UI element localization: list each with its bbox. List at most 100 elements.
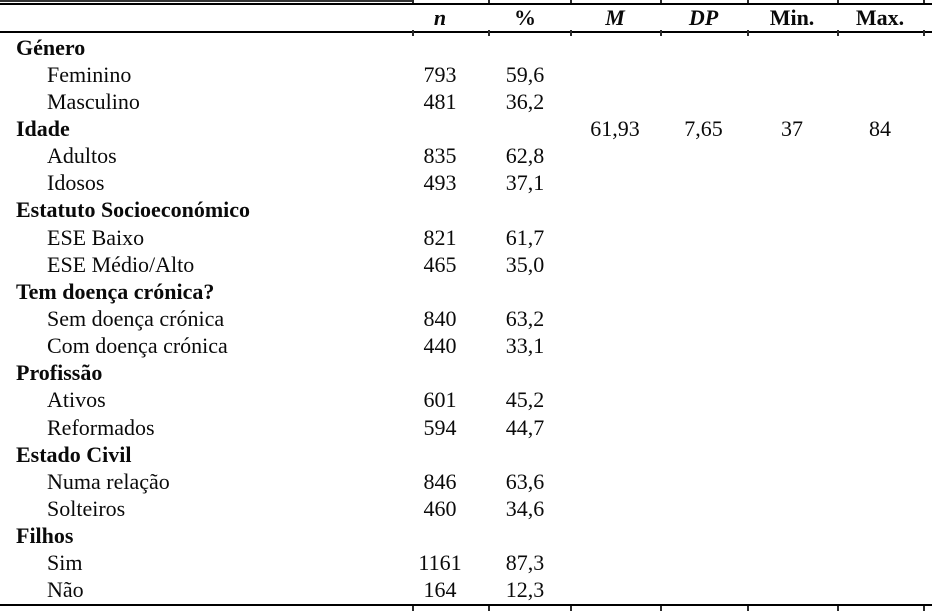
cell-dp: 7,65	[684, 115, 723, 141]
cell-n: 460	[423, 495, 457, 521]
cell-n: 793	[423, 61, 457, 87]
column-boundary-tick	[570, 30, 572, 36]
row-label: Estatuto Socioeconómico	[16, 197, 251, 223]
column-boundary-tick	[923, 0, 925, 3]
cell-n: 440	[423, 333, 457, 359]
cell-max: 84	[869, 115, 891, 141]
cell-min: 37	[781, 115, 803, 141]
row-label: Solteiros	[47, 495, 126, 521]
category-row: Profissão	[0, 360, 932, 387]
column-boundary-tick	[747, 606, 749, 611]
cell-pct: 62,8	[505, 143, 545, 169]
cell-pct: 63,6	[505, 468, 545, 494]
cell-n: 846	[423, 468, 457, 494]
cell-pct: 59,6	[505, 61, 545, 87]
subcategory-row: Solteiros 460 34,6	[0, 495, 932, 522]
column-boundary-tick	[923, 606, 925, 611]
row-label: Não	[47, 577, 84, 603]
category-row: Tem doença crónica?	[0, 278, 932, 305]
cell-n: 821	[423, 224, 457, 250]
cell-n: 1161	[418, 550, 462, 576]
subcategory-row: ESE Médio/Alto 465 35,0	[0, 251, 932, 278]
cell-n: 601	[423, 387, 457, 413]
column-boundary-tick	[837, 606, 839, 611]
category-row: Filhos	[0, 523, 932, 550]
subcategory-row: Reformados 594 44,7	[0, 414, 932, 441]
table-bottom-rule	[0, 604, 932, 606]
cell-pct: 44,7	[505, 414, 545, 440]
column-boundary-tick	[660, 30, 662, 36]
table-body: Género Feminino 793 59,6 Masculino 481 36,2 Ida…	[0, 34, 932, 604]
column-boundary-tick	[488, 30, 490, 36]
row-label: Ativos	[47, 387, 106, 413]
cell-n: 164	[423, 577, 457, 603]
category-row: Estatuto Socioeconómico	[0, 197, 932, 224]
subcategory-row: Ativos 601 45,2	[0, 387, 932, 414]
column-boundary-tick	[837, 0, 839, 3]
row-label: Feminino	[47, 61, 132, 87]
header-n: n	[433, 5, 447, 30]
column-boundary-tick	[412, 0, 414, 3]
row-label: ESE Baixo	[47, 224, 145, 250]
row-label: Numa relação	[47, 468, 170, 494]
row-label: Sim	[47, 550, 83, 576]
column-boundary-tick	[488, 0, 490, 3]
cropped-row-remnant	[0, 0, 412, 2]
row-label: Estado Civil	[16, 441, 132, 467]
table-header-row: n % M DP Min. Max.	[0, 6, 932, 30]
cell-pct: 33,1	[505, 333, 545, 359]
cell-m: 61,93	[590, 115, 640, 141]
column-boundary-tick	[412, 606, 414, 611]
cell-pct: 87,3	[505, 550, 545, 576]
row-label: Reformados	[47, 414, 155, 440]
column-boundary-tick	[570, 0, 572, 3]
subcategory-row: Com doença crónica 440 33,1	[0, 333, 932, 360]
header-min: Min.	[769, 5, 815, 30]
cell-pct: 34,6	[505, 495, 545, 521]
column-boundary-tick	[660, 0, 662, 3]
category-row: Idade 61,93 7,65 37 84	[0, 115, 932, 142]
cell-pct: 37,1	[505, 170, 545, 196]
header-m: M	[605, 5, 625, 30]
header-rule	[0, 31, 932, 33]
subcategory-row: Feminino 793 59,6	[0, 61, 932, 88]
category-row: Género	[0, 34, 932, 61]
column-boundary-tick	[837, 30, 839, 36]
cell-n: 835	[423, 143, 457, 169]
column-boundary-tick	[660, 606, 662, 611]
column-boundary-tick	[747, 0, 749, 3]
subcategory-row: Sem doença crónica 840 63,2	[0, 305, 932, 332]
row-label: Tem doença crónica?	[16, 278, 215, 304]
row-label: Idade	[16, 115, 70, 141]
table-top-rule	[0, 3, 932, 5]
cell-n: 493	[423, 170, 457, 196]
header-max: Max.	[855, 5, 905, 30]
row-label: Género	[16, 34, 86, 60]
subcategory-row: Não 164 12,3	[0, 577, 932, 604]
row-label: Sem doença crónica	[47, 305, 225, 331]
cell-n: 840	[423, 305, 457, 331]
header-percent: %	[514, 5, 536, 30]
cell-pct: 12,3	[505, 577, 545, 603]
subcategory-row: Idosos 493 37,1	[0, 170, 932, 197]
subcategory-row: Masculino 481 36,2	[0, 88, 932, 115]
column-boundary-tick	[570, 606, 572, 611]
subcategory-row: Sim 1161 87,3	[0, 550, 932, 577]
cell-pct: 35,0	[505, 251, 545, 277]
row-label: ESE Médio/Alto	[47, 251, 195, 277]
subcategory-row: ESE Baixo 821 61,7	[0, 224, 932, 251]
cell-n: 594	[423, 414, 457, 440]
column-boundary-tick	[747, 30, 749, 36]
column-boundary-tick	[488, 606, 490, 611]
column-boundary-tick	[923, 30, 925, 36]
cell-pct: 61,7	[505, 224, 545, 250]
row-label: Idosos	[47, 170, 105, 196]
cell-pct: 36,2	[505, 88, 545, 114]
category-row: Estado Civil	[0, 441, 932, 468]
cell-n: 481	[423, 88, 457, 114]
subcategory-row: Numa relação 846 63,6	[0, 468, 932, 495]
cell-pct: 63,2	[505, 305, 545, 331]
row-label: Com doença crónica	[47, 333, 228, 359]
cell-n: 465	[423, 251, 457, 277]
